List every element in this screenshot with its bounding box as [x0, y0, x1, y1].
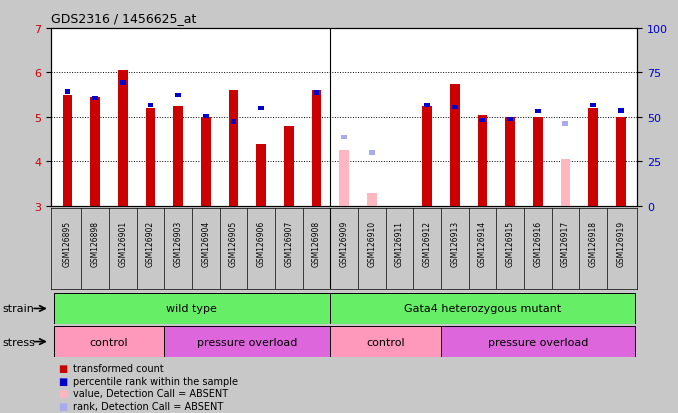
- Bar: [313, 91, 319, 95]
- Bar: [563, 122, 568, 126]
- Text: GSM126918: GSM126918: [589, 221, 597, 266]
- Bar: [330, 293, 635, 324]
- Bar: [256, 144, 266, 206]
- Text: GSM126912: GSM126912: [422, 221, 432, 266]
- Text: GSM126917: GSM126917: [561, 221, 570, 267]
- Text: pressure overload: pressure overload: [487, 337, 588, 347]
- Bar: [505, 118, 515, 206]
- Text: GSM126895: GSM126895: [63, 221, 72, 267]
- Bar: [479, 119, 485, 123]
- Bar: [477, 116, 487, 206]
- Bar: [330, 326, 441, 357]
- Bar: [284, 126, 294, 206]
- Bar: [369, 151, 375, 155]
- Text: GSM126904: GSM126904: [201, 221, 210, 267]
- Text: GSM126898: GSM126898: [91, 221, 100, 266]
- Text: control: control: [366, 337, 405, 347]
- Text: GSM126910: GSM126910: [367, 221, 376, 267]
- Bar: [589, 109, 598, 206]
- Text: GSM126919: GSM126919: [616, 221, 625, 267]
- Bar: [312, 91, 321, 206]
- Text: GSM126907: GSM126907: [284, 221, 294, 267]
- Bar: [535, 110, 540, 114]
- Bar: [424, 104, 430, 108]
- Bar: [452, 105, 458, 110]
- Text: ■: ■: [58, 376, 67, 386]
- Bar: [174, 107, 183, 206]
- Bar: [441, 326, 635, 357]
- Bar: [533, 118, 542, 206]
- Bar: [62, 95, 73, 206]
- Text: percentile rank within the sample: percentile rank within the sample: [73, 376, 237, 386]
- Text: rank, Detection Call = ABSENT: rank, Detection Call = ABSENT: [73, 401, 223, 411]
- Bar: [118, 71, 127, 206]
- Bar: [148, 104, 153, 108]
- Bar: [450, 84, 460, 206]
- Bar: [92, 96, 98, 101]
- Bar: [146, 109, 155, 206]
- Bar: [164, 326, 330, 357]
- Text: GSM126909: GSM126909: [340, 221, 348, 267]
- Bar: [54, 293, 330, 324]
- Bar: [258, 107, 264, 111]
- Text: stress: stress: [2, 337, 35, 347]
- Text: GSM126901: GSM126901: [118, 221, 127, 267]
- Bar: [618, 109, 624, 113]
- Bar: [231, 120, 237, 124]
- Text: GSM126908: GSM126908: [312, 221, 321, 267]
- Text: GSM126915: GSM126915: [506, 221, 515, 267]
- Text: pressure overload: pressure overload: [197, 337, 298, 347]
- Bar: [203, 114, 209, 119]
- Bar: [339, 151, 349, 206]
- Bar: [120, 81, 125, 86]
- Bar: [175, 93, 181, 98]
- Text: value, Detection Call = ABSENT: value, Detection Call = ABSENT: [73, 388, 228, 398]
- Text: transformed count: transformed count: [73, 363, 163, 373]
- Text: ■: ■: [58, 401, 67, 411]
- Text: GSM126903: GSM126903: [174, 221, 182, 267]
- Bar: [90, 98, 100, 206]
- Text: ■: ■: [58, 388, 67, 398]
- Bar: [228, 91, 238, 206]
- Text: strain: strain: [2, 304, 34, 314]
- Bar: [201, 118, 211, 206]
- Bar: [616, 118, 626, 206]
- Bar: [54, 326, 164, 357]
- Text: GSM126906: GSM126906: [256, 221, 266, 267]
- Text: GSM126914: GSM126914: [478, 221, 487, 267]
- Bar: [561, 160, 570, 206]
- Text: GDS2316 / 1456625_at: GDS2316 / 1456625_at: [51, 12, 196, 25]
- Bar: [341, 135, 347, 140]
- Text: wild type: wild type: [167, 304, 218, 314]
- Text: ■: ■: [58, 363, 67, 373]
- Bar: [367, 193, 376, 206]
- Text: GSM126905: GSM126905: [229, 221, 238, 267]
- Bar: [590, 104, 596, 108]
- Bar: [422, 107, 432, 206]
- Text: GSM126911: GSM126911: [395, 221, 404, 266]
- Text: Gata4 heterozygous mutant: Gata4 heterozygous mutant: [404, 304, 561, 314]
- Text: control: control: [89, 337, 128, 347]
- Text: GSM126916: GSM126916: [533, 221, 542, 267]
- Text: GSM126913: GSM126913: [450, 221, 459, 267]
- Bar: [64, 90, 71, 95]
- Text: GSM126902: GSM126902: [146, 221, 155, 267]
- Bar: [507, 118, 513, 122]
